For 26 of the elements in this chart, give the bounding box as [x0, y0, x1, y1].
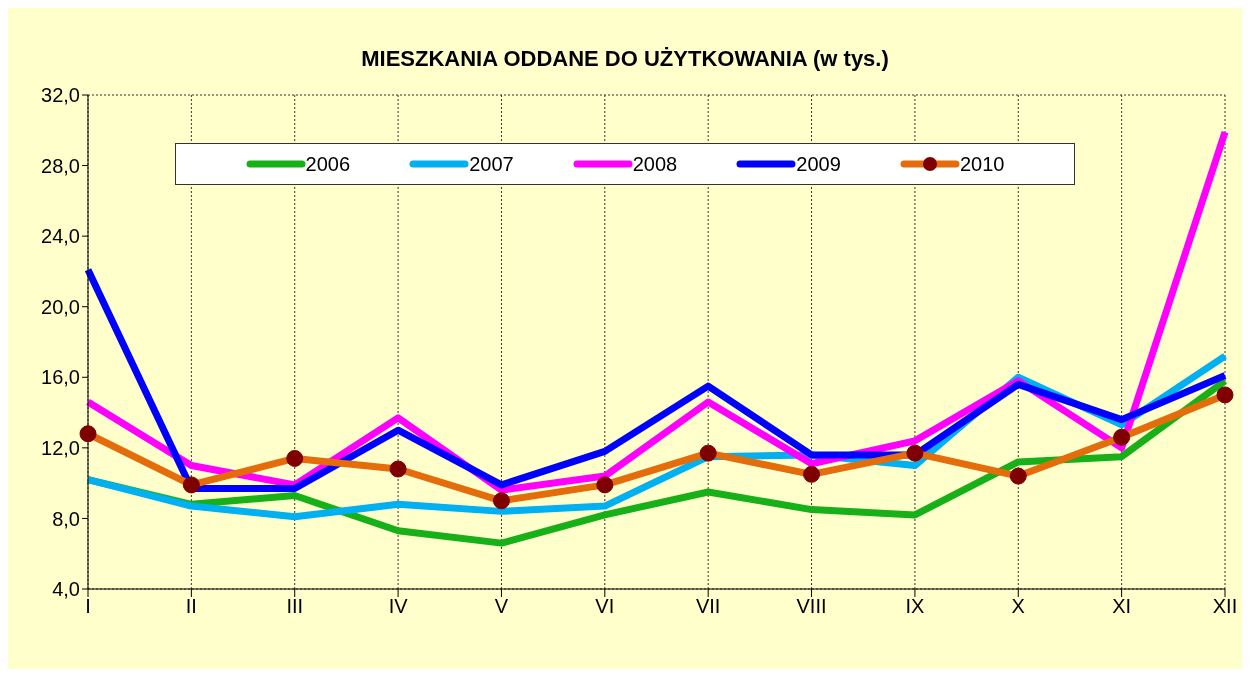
y-tick-label: 16,0	[41, 366, 80, 389]
y-tick-label: 32,0	[41, 84, 80, 107]
x-tick-label: VI	[595, 595, 615, 618]
x-tick-label: IX	[905, 595, 925, 618]
x-tick-label: VIII	[796, 595, 827, 618]
x-tick-label: X	[1011, 595, 1025, 618]
x-tick-label: IV	[388, 595, 409, 618]
legend-label: 2010	[959, 152, 1005, 176]
x-tick-label: V	[494, 595, 509, 618]
y-tick-label: 12,0	[41, 436, 80, 459]
x-tick-label: XII	[1212, 595, 1238, 618]
legend-label: 2009	[796, 152, 841, 176]
y-tick-label: 4,0	[52, 578, 80, 601]
x-tick-label: VII	[695, 595, 721, 618]
x-tick-label: III	[286, 595, 304, 618]
x-tick-label: XI	[1112, 595, 1132, 618]
x-tick-label: I	[85, 595, 91, 618]
legend-label: 2006	[305, 152, 351, 176]
y-tick-label: 20,0	[41, 295, 80, 318]
chart-title: MIESZKANIA ODDANE DO UŻYTKOWANIA (w tys.)	[360, 46, 890, 72]
y-tick-label: 28,0	[41, 154, 80, 177]
y-tick-label: 8,0	[52, 507, 80, 530]
y-tick-label: 24,0	[41, 225, 80, 248]
x-tick-label: II	[185, 595, 197, 618]
legend-label: 2007	[469, 152, 514, 176]
legend-label: 2008	[632, 152, 678, 176]
